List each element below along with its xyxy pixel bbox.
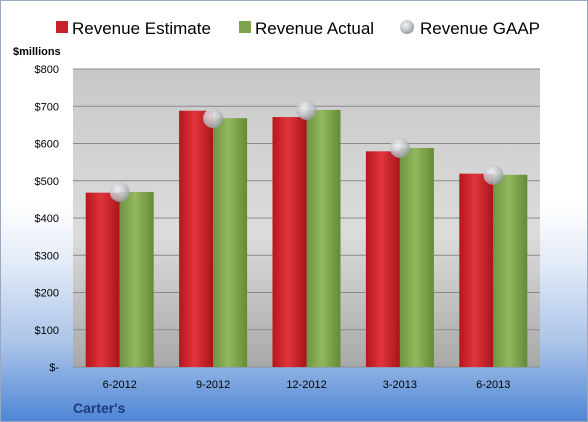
marker-revenue-gaap <box>109 181 130 202</box>
units-label: $millions <box>13 46 61 58</box>
bar-revenue-estimate <box>459 173 494 367</box>
bar-revenue-actual <box>213 118 248 367</box>
y-tick-label: $400 <box>35 213 59 225</box>
bar-revenue-estimate <box>365 151 400 367</box>
x-tick-label: 6-2013 <box>476 379 510 391</box>
y-tick-label: $800 <box>35 64 59 76</box>
bar-revenue-actual <box>399 147 434 367</box>
bar-revenue-actual <box>119 191 154 367</box>
legend-label-revenue-actual: Revenue Actual <box>255 19 374 38</box>
marker-revenue-gaap <box>296 99 317 120</box>
x-tick-label: 3-2013 <box>383 379 417 391</box>
y-tick-label: $300 <box>35 250 59 262</box>
bar-revenue-actual <box>306 109 341 367</box>
bar-revenue-actual <box>493 174 528 367</box>
legend: Revenue Estimate Revenue Actual Revenue … <box>56 19 540 38</box>
bar-revenue-estimate <box>179 110 214 367</box>
legend-label-revenue-gaap: Revenue GAAP <box>420 19 540 38</box>
legend-swatch-revenue-actual <box>239 21 251 33</box>
x-tick-label: 12-2012 <box>286 379 326 391</box>
y-tick-label: $- <box>49 362 59 374</box>
y-tick-label: $700 <box>35 101 59 113</box>
y-tick-label: $100 <box>35 325 59 337</box>
y-axis: $- $100 $200 $300 $400 $500 $600 $700 $800 <box>35 64 60 374</box>
bar-revenue-estimate <box>85 192 120 367</box>
x-tick-label: 9-2012 <box>196 379 230 391</box>
marker-revenue-gaap <box>203 108 224 129</box>
y-tick-label: $200 <box>35 288 59 300</box>
legend-swatch-revenue-estimate <box>56 21 68 33</box>
marker-revenue-gaap <box>483 164 504 185</box>
y-tick-label: $600 <box>35 139 59 151</box>
company-label: Carter's <box>73 400 126 416</box>
y-tick-label: $500 <box>35 176 59 188</box>
bar-revenue-estimate <box>272 117 307 368</box>
legend-marker-revenue-gaap <box>400 20 414 34</box>
x-axis: 6-2012 9-2012 12-2012 3-2013 6-2013 <box>103 379 511 391</box>
legend-label-revenue-estimate: Revenue Estimate <box>72 19 211 38</box>
bars <box>85 109 528 368</box>
x-tick-label: 6-2012 <box>103 379 137 391</box>
gaap-markers <box>109 99 504 202</box>
marker-revenue-gaap <box>389 137 410 158</box>
